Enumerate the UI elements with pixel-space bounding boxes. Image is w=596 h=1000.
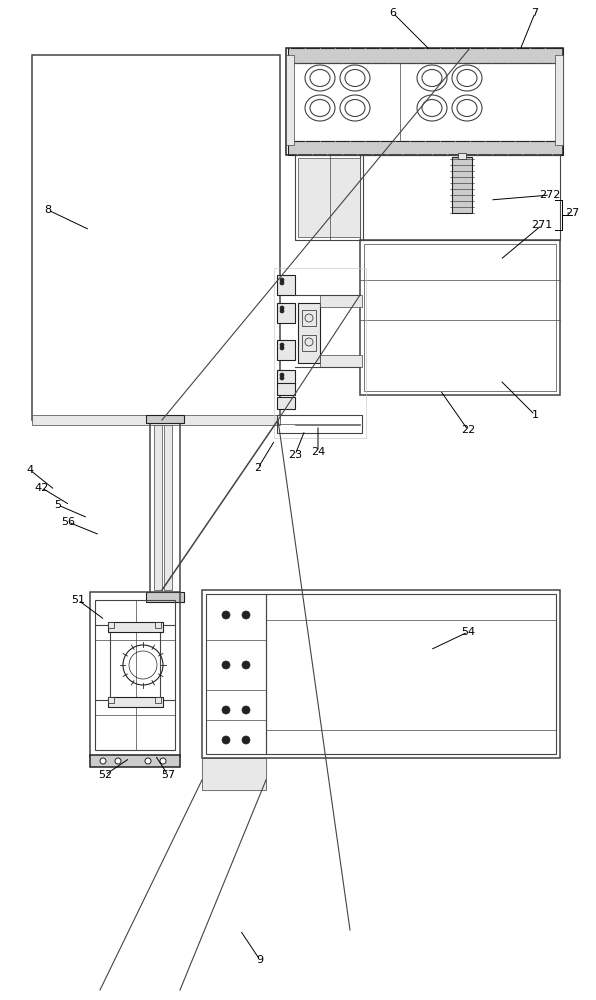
Bar bbox=[266, 594, 556, 754]
Circle shape bbox=[222, 661, 230, 669]
Bar bbox=[108, 622, 163, 632]
Text: 2: 2 bbox=[254, 463, 262, 473]
Bar bbox=[277, 275, 295, 295]
Bar bbox=[277, 415, 362, 433]
Text: 271: 271 bbox=[532, 220, 552, 230]
Bar bbox=[90, 755, 180, 767]
Text: 7: 7 bbox=[532, 8, 539, 18]
Bar bbox=[320, 355, 362, 367]
Bar bbox=[288, 48, 563, 63]
Text: 4: 4 bbox=[26, 465, 33, 475]
Bar bbox=[146, 592, 184, 602]
Circle shape bbox=[115, 758, 121, 764]
Bar bbox=[458, 153, 466, 159]
Bar bbox=[277, 383, 295, 395]
Text: 42: 42 bbox=[35, 483, 49, 493]
Text: 24: 24 bbox=[311, 447, 325, 457]
Bar bbox=[320, 295, 362, 307]
Bar bbox=[277, 303, 295, 323]
Bar bbox=[108, 697, 114, 703]
Bar bbox=[286, 48, 563, 155]
Bar bbox=[32, 55, 280, 420]
Circle shape bbox=[100, 758, 106, 764]
Bar bbox=[286, 55, 294, 145]
Bar bbox=[288, 141, 563, 155]
Bar bbox=[277, 370, 295, 384]
Text: 27: 27 bbox=[565, 208, 579, 218]
Circle shape bbox=[222, 736, 230, 744]
Circle shape bbox=[280, 373, 284, 377]
Circle shape bbox=[280, 278, 284, 282]
Circle shape bbox=[242, 611, 250, 619]
Polygon shape bbox=[202, 758, 266, 790]
Bar bbox=[155, 622, 161, 628]
Bar bbox=[108, 697, 163, 707]
Circle shape bbox=[280, 346, 284, 350]
Bar bbox=[155, 697, 161, 703]
Circle shape bbox=[280, 281, 284, 285]
Circle shape bbox=[242, 736, 250, 744]
Text: 23: 23 bbox=[288, 450, 302, 460]
Bar bbox=[302, 335, 316, 351]
Bar bbox=[298, 158, 360, 237]
Bar bbox=[146, 415, 184, 423]
Text: 57: 57 bbox=[161, 770, 175, 780]
Text: 56: 56 bbox=[61, 517, 75, 527]
Bar bbox=[154, 425, 162, 590]
Bar bbox=[295, 155, 363, 240]
Text: 5: 5 bbox=[54, 500, 61, 510]
Bar bbox=[360, 155, 560, 240]
Bar bbox=[32, 415, 280, 425]
Bar bbox=[95, 600, 175, 750]
Bar bbox=[277, 397, 295, 409]
Bar bbox=[274, 268, 366, 438]
Bar bbox=[364, 244, 556, 391]
Text: 1: 1 bbox=[532, 410, 539, 420]
Text: 8: 8 bbox=[45, 205, 52, 215]
Circle shape bbox=[145, 758, 151, 764]
Bar bbox=[277, 340, 295, 360]
Bar bbox=[452, 157, 472, 213]
Bar bbox=[164, 425, 172, 590]
Bar bbox=[555, 55, 563, 145]
Bar bbox=[202, 758, 266, 790]
Bar bbox=[298, 303, 320, 363]
Circle shape bbox=[280, 306, 284, 310]
Circle shape bbox=[160, 758, 166, 764]
Circle shape bbox=[280, 343, 284, 347]
Bar bbox=[90, 592, 180, 757]
Text: 22: 22 bbox=[461, 425, 475, 435]
Bar bbox=[150, 420, 180, 595]
Bar bbox=[302, 310, 316, 326]
Bar bbox=[108, 622, 114, 628]
Bar bbox=[206, 594, 266, 754]
Text: 54: 54 bbox=[461, 627, 475, 637]
Bar bbox=[360, 240, 560, 395]
Circle shape bbox=[280, 376, 284, 380]
Text: 272: 272 bbox=[539, 190, 561, 200]
Text: 51: 51 bbox=[71, 595, 85, 605]
Text: 6: 6 bbox=[390, 8, 396, 18]
Bar bbox=[288, 63, 563, 141]
Circle shape bbox=[242, 661, 250, 669]
Circle shape bbox=[280, 309, 284, 313]
Circle shape bbox=[222, 706, 230, 714]
Text: 52: 52 bbox=[98, 770, 112, 780]
Circle shape bbox=[222, 611, 230, 619]
Text: 9: 9 bbox=[256, 955, 263, 965]
Circle shape bbox=[242, 706, 250, 714]
Bar bbox=[202, 590, 560, 758]
